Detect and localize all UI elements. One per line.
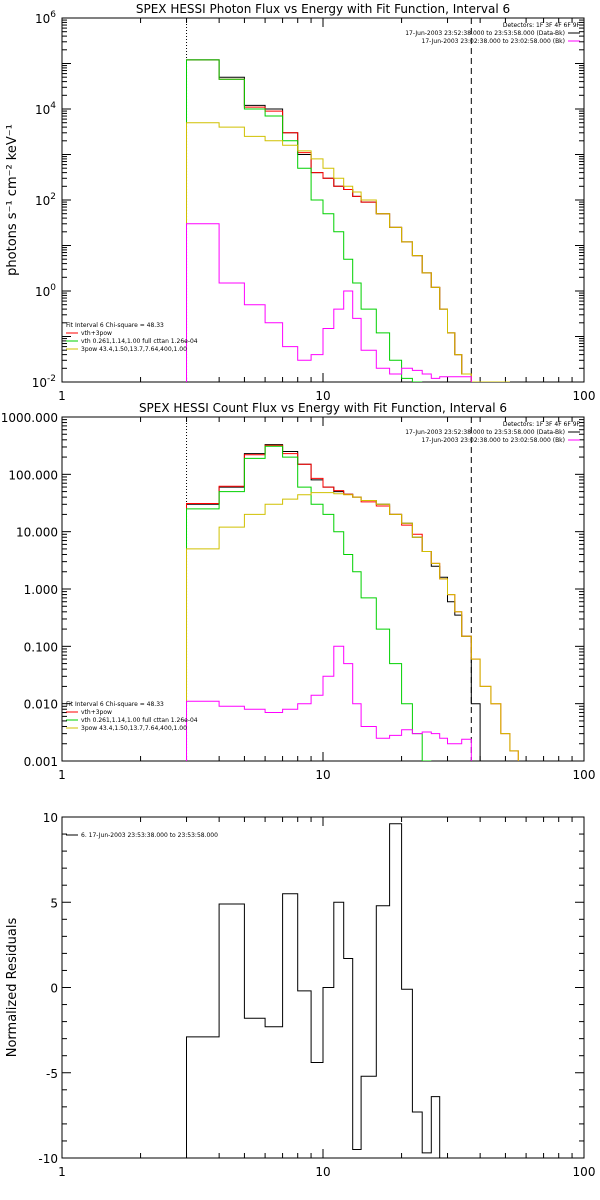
series-line	[186, 122, 510, 382]
series-line	[186, 492, 519, 761]
y-tick-base: 10	[32, 376, 47, 390]
y-tick-exp: 2	[50, 192, 56, 202]
plot-layer: SPEX HESSI Photon Flux vs Energy with Fi…	[1, 2, 596, 1179]
legend-label: vth 0.261,1.14,1.00 full cttan 1.26e-04	[81, 717, 198, 724]
y-tick-base: 10	[35, 194, 50, 208]
y-tick-label: 0.100	[24, 640, 58, 654]
legend-left: 6. 17-Jun-2003 23:53:38.000 to 23:53:58.…	[66, 832, 218, 839]
y-tick-label: 10	[43, 811, 58, 825]
series-group	[186, 823, 441, 1158]
x-tick-label: 100	[573, 1165, 596, 1179]
y-tick-exp: 6	[50, 10, 56, 20]
legend-label: 17-Jun-2003 23:52:38.000 to 23:53:58.000…	[405, 429, 565, 436]
y-axis-label: photons s⁻¹ cm⁻² keV⁻¹	[5, 124, 20, 276]
legend-label: 17-Jun-2003 23:02:38.000 to 23:02:58.000…	[422, 437, 565, 444]
legend-header: Fit Interval 6 Chi-square = 48.33	[66, 322, 164, 329]
legend-label: 17-Jun-2003 23:52:38.000 to 23:53:58.000…	[405, 30, 565, 37]
y-tick-exp: -2	[47, 374, 56, 384]
legend-label: 6. 17-Jun-2003 23:53:38.000 to 23:53:58.…	[81, 832, 218, 839]
y-tick-base: 10	[35, 285, 50, 299]
series-line	[186, 223, 472, 382]
x-tick-label: 1	[58, 389, 66, 403]
plot-frame	[61, 416, 585, 762]
y-tick-exp: 4	[50, 101, 56, 111]
legend-label: 3pow 43.4,1.50,13.7,7.64,400,1.00	[81, 725, 187, 732]
x-tick-label: 1	[58, 768, 66, 782]
y-axis: -10 -5 0 5 10	[38, 811, 584, 1166]
y-tick-label: 100.000	[8, 468, 58, 482]
legend-detectors: Detectors: 1F 3F 4F 6F 9F	[503, 421, 581, 428]
legend-detectors: Detectors: 1F 3F 4F 6F 9F	[503, 22, 581, 29]
series-group	[186, 444, 519, 761]
series-line	[186, 59, 472, 382]
series-line	[186, 823, 441, 1158]
series-line	[186, 59, 423, 382]
y-tick-label: 1000.000	[1, 411, 58, 425]
y-tick-label: 104	[35, 101, 56, 117]
y-tick-label: 100	[35, 283, 56, 299]
y-tick-label: 5	[50, 896, 58, 910]
legend-left: Fit Interval 6 Chi-square = 48.33vth+3po…	[66, 701, 198, 732]
x-axis: 1 10 100	[58, 817, 595, 1179]
series-group	[186, 59, 510, 382]
series-line	[186, 445, 432, 761]
series-line	[186, 59, 510, 382]
series-line	[186, 444, 519, 761]
y-tick-label: 0.010	[24, 698, 58, 712]
legend-left: Fit Interval 6 Chi-square = 48.33vth+3po…	[66, 322, 198, 353]
y-tick-label: -10	[38, 1152, 58, 1166]
y-axis: 0.001 0.010 0.100 1.000 10.000 100.000 1000.00…	[1, 411, 584, 769]
legend-label: vth+3pow	[81, 330, 112, 337]
y-tick-exp: 0	[50, 283, 56, 293]
y-axis-label: Normalized Residuals	[5, 918, 20, 1058]
x-tick-label: 10	[315, 768, 330, 782]
y-tick-label: 0	[50, 982, 58, 996]
legend-label: 3pow 43.4,1.50,13.7,7.64,400,1.00	[81, 346, 187, 353]
chart-title: SPEX HESSI Photon Flux vs Energy with Fi…	[136, 2, 510, 16]
legend-header: Fit Interval 6 Chi-square = 48.33	[66, 701, 164, 708]
x-tick-label: 10	[315, 1165, 330, 1179]
x-axis: 1 10 100	[58, 18, 595, 403]
legend-label: vth 0.261,1.14,1.00 full cttan 1.26e-04	[81, 338, 198, 345]
y-tick-label: 102	[35, 192, 56, 208]
x-tick-label: 10	[315, 389, 330, 403]
y-tick-label: -5	[46, 1067, 58, 1081]
x-tick-label: 1	[58, 1165, 66, 1179]
legend-label: 17-Jun-2003 23:02:38.000 to 23:02:58.000…	[422, 38, 565, 45]
y-tick-label: 0.001	[24, 755, 58, 769]
legend-label: vth+3pow	[81, 709, 112, 716]
x-tick-label: 100	[573, 768, 596, 782]
y-tick-label: 106	[35, 10, 56, 26]
panel-3: 1 10 100 -10 -5 0 5 10 Normalized Residuals 6. 17…	[5, 811, 595, 1179]
y-tick-label: 10-2	[32, 374, 56, 390]
chart-title: SPEX HESSI Count Flux vs Energy with Fit…	[139, 401, 507, 415]
y-tick-base: 10	[35, 103, 50, 117]
series-line	[186, 645, 472, 761]
panel-1: SPEX HESSI Photon Flux vs Energy with Fi…	[5, 2, 595, 403]
y-tick-label: 10.000	[16, 526, 58, 540]
panel-2: SPEX HESSI Count Flux vs Energy with Fit…	[1, 401, 596, 782]
y-tick-base: 10	[35, 12, 50, 26]
y-tick-label: 1.000	[24, 583, 58, 597]
x-tick-label: 100	[573, 389, 596, 403]
